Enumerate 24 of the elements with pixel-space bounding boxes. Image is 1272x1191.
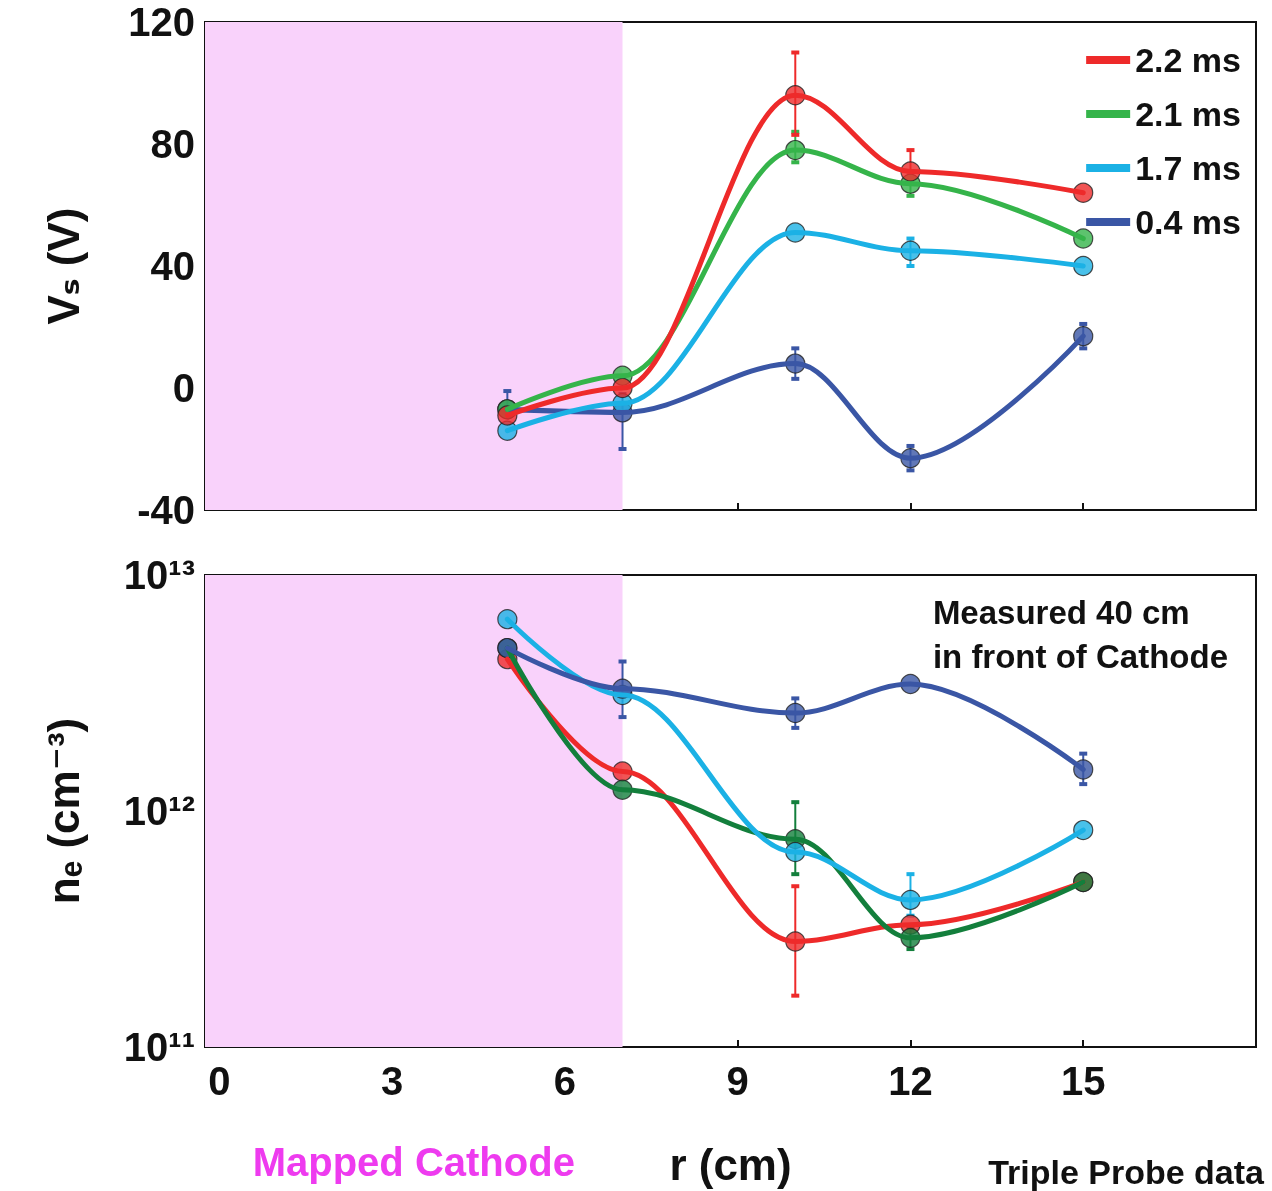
y-tick-label: 0 <box>172 366 195 410</box>
y-tick-label: 40 <box>150 244 195 288</box>
y-tick-label: 10¹³ <box>123 553 195 597</box>
x-tick-label: 0 <box>208 1059 231 1103</box>
y-tick-label: 10¹² <box>123 789 195 833</box>
x-tick-label: 6 <box>553 1059 577 1103</box>
x-tick-label: 9 <box>726 1059 749 1103</box>
legend-label: 1.7 ms <box>1135 149 1242 187</box>
y-axis-title: Vₛ (V) <box>38 207 88 325</box>
legend-label: 2.1 ms <box>1135 95 1242 133</box>
annotation: Measured 40 cm in front of Cathode <box>932 593 1229 675</box>
legend-label: 2.2 ms <box>1135 41 1242 79</box>
x-tick-label: 3 <box>381 1059 404 1103</box>
x-tick-label: 15 <box>1060 1059 1106 1103</box>
y-tick-label: 10¹¹ <box>123 1025 195 1069</box>
x-axis-title: r (cm) <box>669 1139 792 1189</box>
band-label: Mapped Cathode <box>252 1140 575 1184</box>
y-axis-title: nₑ (cm⁻³) <box>38 717 88 905</box>
y-tick-label: 120 <box>128 0 195 44</box>
x-tick-label: 12 <box>888 1059 933 1103</box>
legend-label: 0.4 ms <box>1135 203 1242 241</box>
y-tick-label: 80 <box>150 122 195 166</box>
text: Triple Probe data <box>988 1153 1266 1191</box>
y-tick-label: -40 <box>137 488 195 532</box>
